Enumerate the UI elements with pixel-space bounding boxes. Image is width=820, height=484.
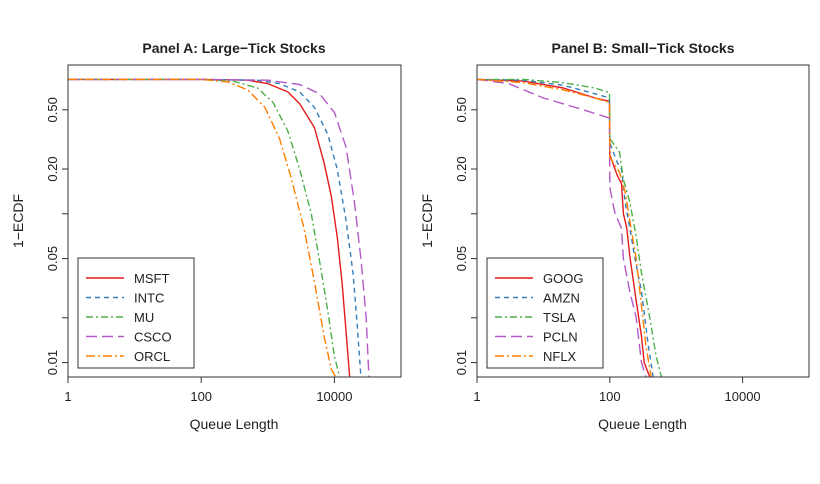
legend-box bbox=[486, 257, 604, 369]
y-tick-label: 0.50 bbox=[454, 97, 469, 122]
series-group bbox=[477, 78, 663, 377]
x-tick-label: 10000 bbox=[725, 389, 761, 404]
series-line-amzn bbox=[477, 78, 654, 377]
legend-label: MSFT bbox=[134, 271, 169, 286]
series-line-pcln bbox=[477, 78, 647, 377]
x-tick-label: 1 bbox=[64, 389, 71, 404]
y-tick-label: 0.20 bbox=[45, 156, 60, 181]
x-tick-label: 100 bbox=[599, 389, 621, 404]
y-tick-label: 0.05 bbox=[45, 246, 60, 271]
panel-title: Panel B: Small−Tick Stocks bbox=[552, 40, 735, 56]
y-axis-label: 1−ECDF bbox=[419, 194, 435, 248]
panel-a: Panel A: Large−Tick Stocks 1 100 10000 0.01 0… bbox=[10, 40, 402, 432]
plot-frame bbox=[476, 64, 810, 378]
legend-label: NFLX bbox=[543, 349, 577, 364]
y-tick-label: 0.01 bbox=[45, 350, 60, 375]
series-line-mu bbox=[68, 78, 341, 377]
legend-box bbox=[77, 257, 195, 369]
x-tick-label: 100 bbox=[190, 389, 212, 404]
panel-title: Panel A: Large−Tick Stocks bbox=[142, 40, 325, 56]
x-tick-label: 1 bbox=[473, 389, 480, 404]
legend-label: MU bbox=[134, 310, 154, 325]
legend-label: GOOG bbox=[543, 271, 583, 286]
y-tick-label: 0.05 bbox=[454, 246, 469, 271]
legend-label: INTC bbox=[134, 291, 164, 306]
legend: MSFT INTC MU CSCO ORCL bbox=[77, 257, 195, 369]
y-tick-label: 0.01 bbox=[454, 350, 469, 375]
series-line-tsla bbox=[477, 78, 663, 377]
legend-label: AMZN bbox=[543, 291, 580, 306]
panel-b: Panel B: Small−Tick Stocks 1 100 10000 0.01 0… bbox=[419, 40, 810, 432]
legend-label: PCLN bbox=[543, 330, 578, 345]
legend-label: TSLA bbox=[543, 310, 576, 325]
legend-label: CSCO bbox=[134, 330, 172, 345]
x-axis-label: Queue Length bbox=[190, 416, 279, 432]
x-axis-label: Queue Length bbox=[598, 416, 687, 432]
y-tick-label: 0.20 bbox=[454, 156, 469, 181]
series-line-orcl bbox=[68, 78, 337, 377]
y-axis-label: 1−ECDF bbox=[10, 194, 26, 248]
y-tick-label: 0.50 bbox=[45, 97, 60, 122]
series-group bbox=[68, 78, 370, 377]
x-tick-label: 10000 bbox=[316, 389, 352, 404]
series-line-nflx bbox=[477, 78, 652, 377]
series-line-csco bbox=[68, 78, 370, 377]
series-line-goog bbox=[477, 78, 651, 377]
plot-frame bbox=[67, 64, 402, 378]
legend: GOOG AMZN TSLA PCLN NFLX bbox=[486, 257, 604, 369]
legend-label: ORCL bbox=[134, 349, 170, 364]
